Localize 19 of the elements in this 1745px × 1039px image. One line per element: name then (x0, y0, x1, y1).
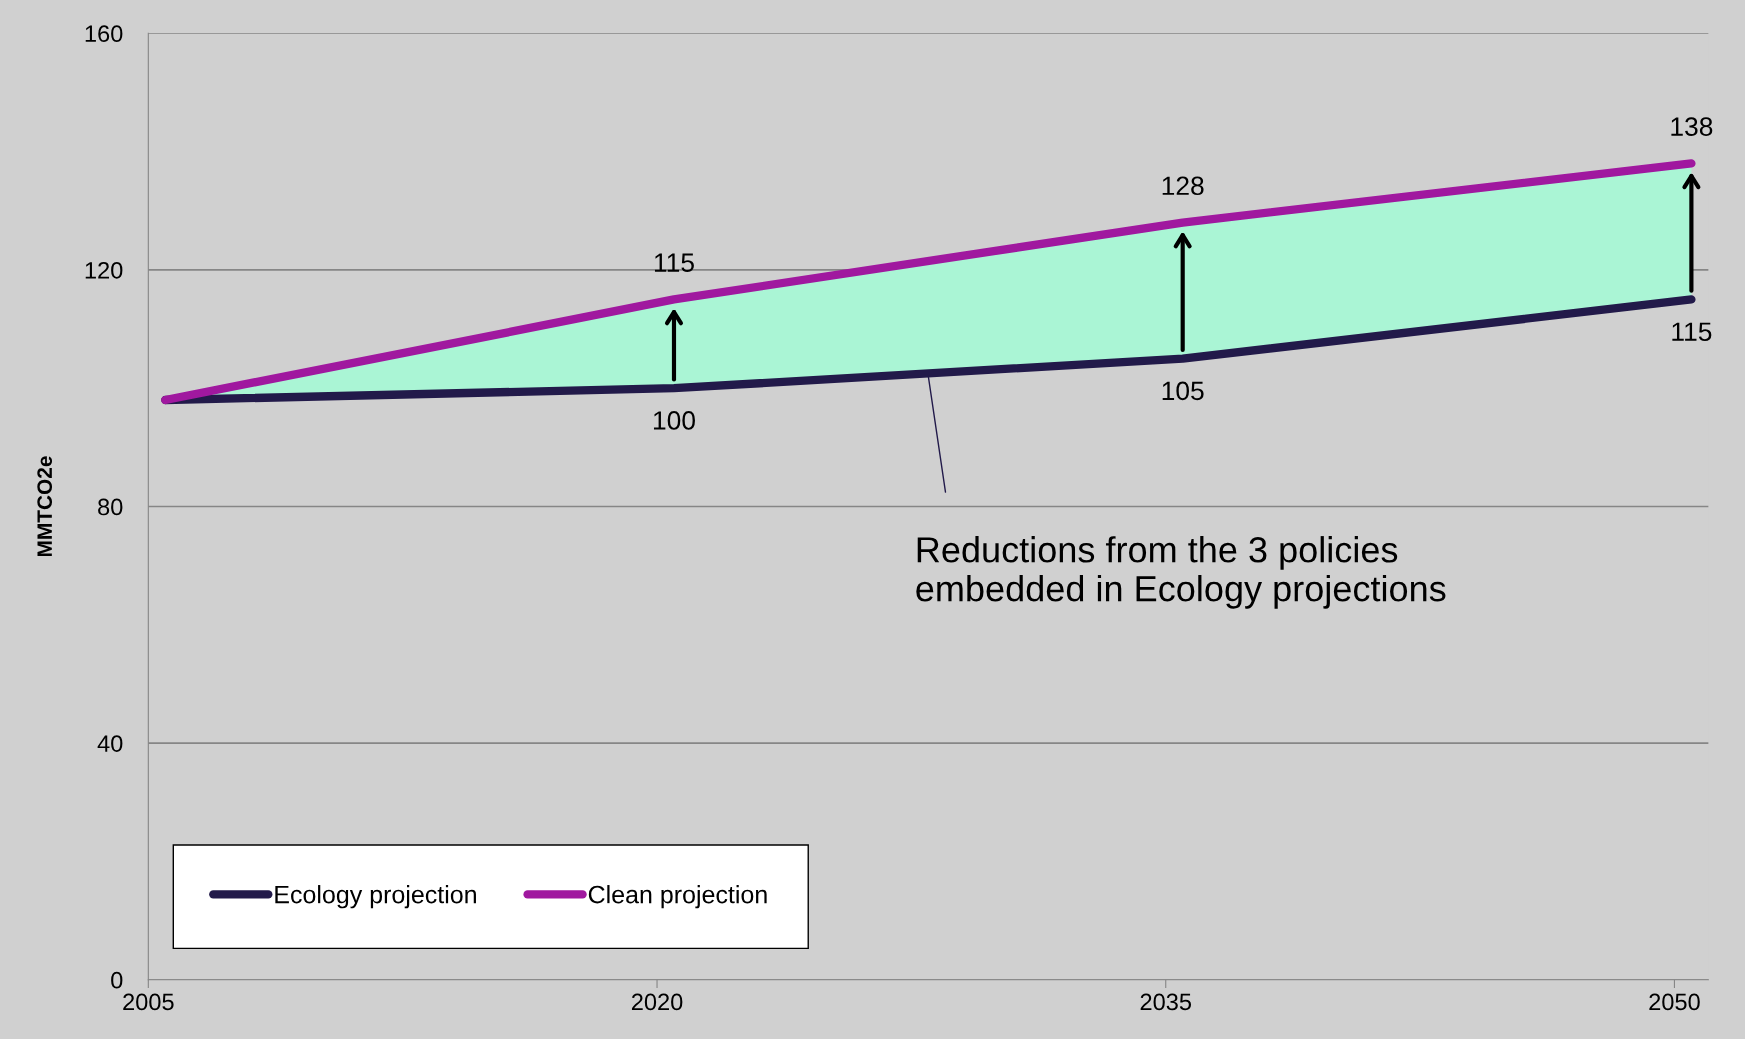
y-tick-label: 0 (111, 971, 123, 989)
y-tick-label: 80 (98, 498, 123, 516)
x-tick-label: 2035 (1140, 993, 1192, 1011)
y-tick-label: 40 (97, 735, 123, 752)
y-tick-label: 160 (85, 25, 123, 43)
x-tick-label: 2005 (123, 993, 174, 1011)
x-tick-label: 2020 (631, 993, 683, 1011)
data-label: 115 (654, 253, 694, 273)
data-label: 100 (653, 411, 695, 430)
legend-label: Clean projection (588, 885, 767, 909)
data-label: 138 (1671, 117, 1713, 136)
x-tick-label: 2050 (1649, 993, 1700, 1011)
legend-label: Ecology projection (275, 885, 476, 909)
y-tick-label: 120 (85, 261, 123, 279)
annotation: Reductions from the 3 policies embedded in Ecology projections (916, 536, 1446, 609)
y-axis-title: MMTCO2e (37, 456, 53, 557)
data-label: 115 (1672, 322, 1712, 342)
data-label: 105 (1162, 381, 1204, 401)
data-label: 128 (1162, 176, 1204, 196)
